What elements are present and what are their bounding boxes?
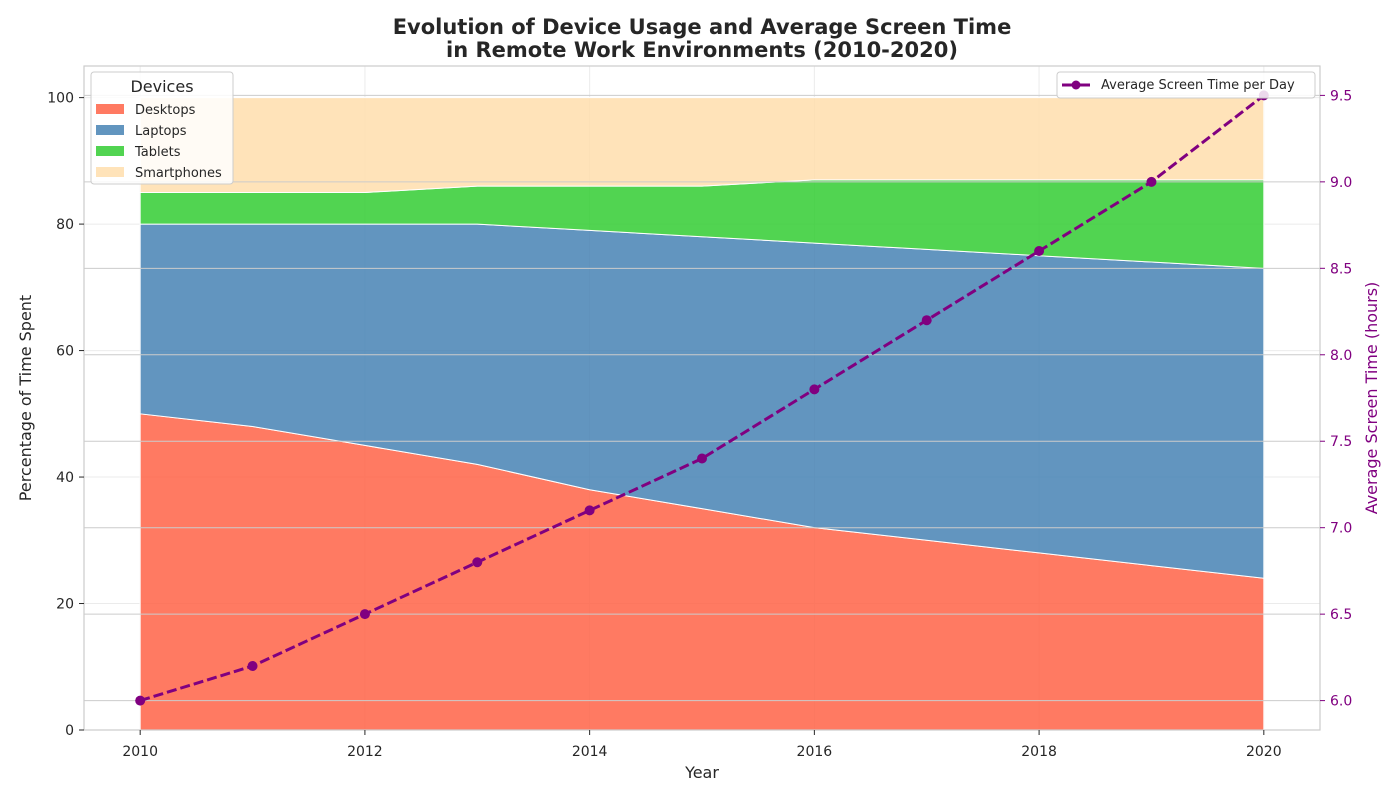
screen-time-point-2013 [472, 557, 483, 568]
y-tick-label-60: 60 [56, 344, 74, 360]
screen-time-point-2012 [359, 609, 370, 620]
legend-swatch-tablets [96, 146, 124, 156]
screen-time-point-2011 [247, 661, 258, 672]
screen-time-point-2019 [1146, 176, 1157, 187]
screen-time-legend: Average Screen Time per Day [1056, 71, 1316, 99]
x-tick-label-2010: 2010 [122, 744, 158, 760]
legend-label-tablets: Tablets [134, 145, 181, 160]
legend-swatch-desktops [96, 104, 124, 114]
screen-time-point-2010 [135, 695, 146, 706]
devices-legend-title: Devices [130, 77, 193, 96]
screen-time-point-2017 [921, 315, 932, 326]
y2-tick-label-8.0: 8.0 [1330, 348, 1352, 364]
y-tick-label-0: 0 [65, 723, 74, 739]
screen-time-point-2015 [697, 453, 707, 464]
y2-tick-label-7.5: 7.5 [1330, 434, 1352, 450]
legend-swatch-smartphones [96, 167, 124, 177]
screen-time-legend-swatch-marker [1071, 80, 1081, 90]
legend-label-smartphones: Smartphones [135, 166, 222, 181]
screen-time-legend-label: Average Screen Time per Day [1101, 78, 1295, 93]
x-axis-label: Year [684, 763, 719, 782]
x-tick-label-2012: 2012 [347, 744, 383, 760]
area-smartphones [139, 97, 1265, 193]
y-tick-label-20: 20 [56, 597, 74, 613]
legend-swatch-laptops [96, 125, 124, 135]
chart-title-line-1: Evolution of Device Usage and Average Sc… [393, 15, 1012, 39]
y2-tick-label-7.0: 7.0 [1330, 521, 1352, 537]
devices-legend-box [90, 71, 234, 185]
y-tick-label-40: 40 [56, 470, 74, 486]
screen-time-point-2014 [584, 505, 595, 516]
chart-title-line-2: in Remote Work Environments (2010-2020) [446, 38, 958, 62]
y-tick-label-100: 100 [47, 91, 74, 107]
screen-time-legend-box [1056, 71, 1316, 99]
x-tick-label-2018: 2018 [1021, 744, 1057, 760]
devices-legend: Devices Desktops Laptops Tablets Smartphones [90, 71, 234, 185]
screen-time-point-2016 [809, 384, 820, 395]
x-tick-label-2016: 2016 [797, 744, 833, 760]
x-tick-label-2020: 2020 [1246, 744, 1282, 760]
y-axis-label: Percentage of Time Spent [16, 295, 35, 501]
screen-time-point-2018 [1034, 246, 1045, 257]
x-tick-label-2014: 2014 [572, 744, 608, 760]
plot-frame [83, 65, 1321, 731]
screen-time-line [139, 94, 1265, 703]
y-tick-label-80: 80 [56, 217, 74, 233]
y2-tick-label-6.5: 6.5 [1330, 607, 1352, 623]
y2-tick-label-9.5: 9.5 [1330, 88, 1352, 104]
legend-label-laptops: Laptops [135, 124, 187, 139]
y2-tick-label-8.5: 8.5 [1330, 261, 1352, 277]
y2-tick-label-6.0: 6.0 [1330, 694, 1352, 710]
legend-label-desktops: Desktops [135, 103, 196, 118]
y2-tick-label-9.0: 9.0 [1330, 175, 1352, 191]
y2-axis-label: Average Screen Time (hours) [1362, 282, 1381, 515]
